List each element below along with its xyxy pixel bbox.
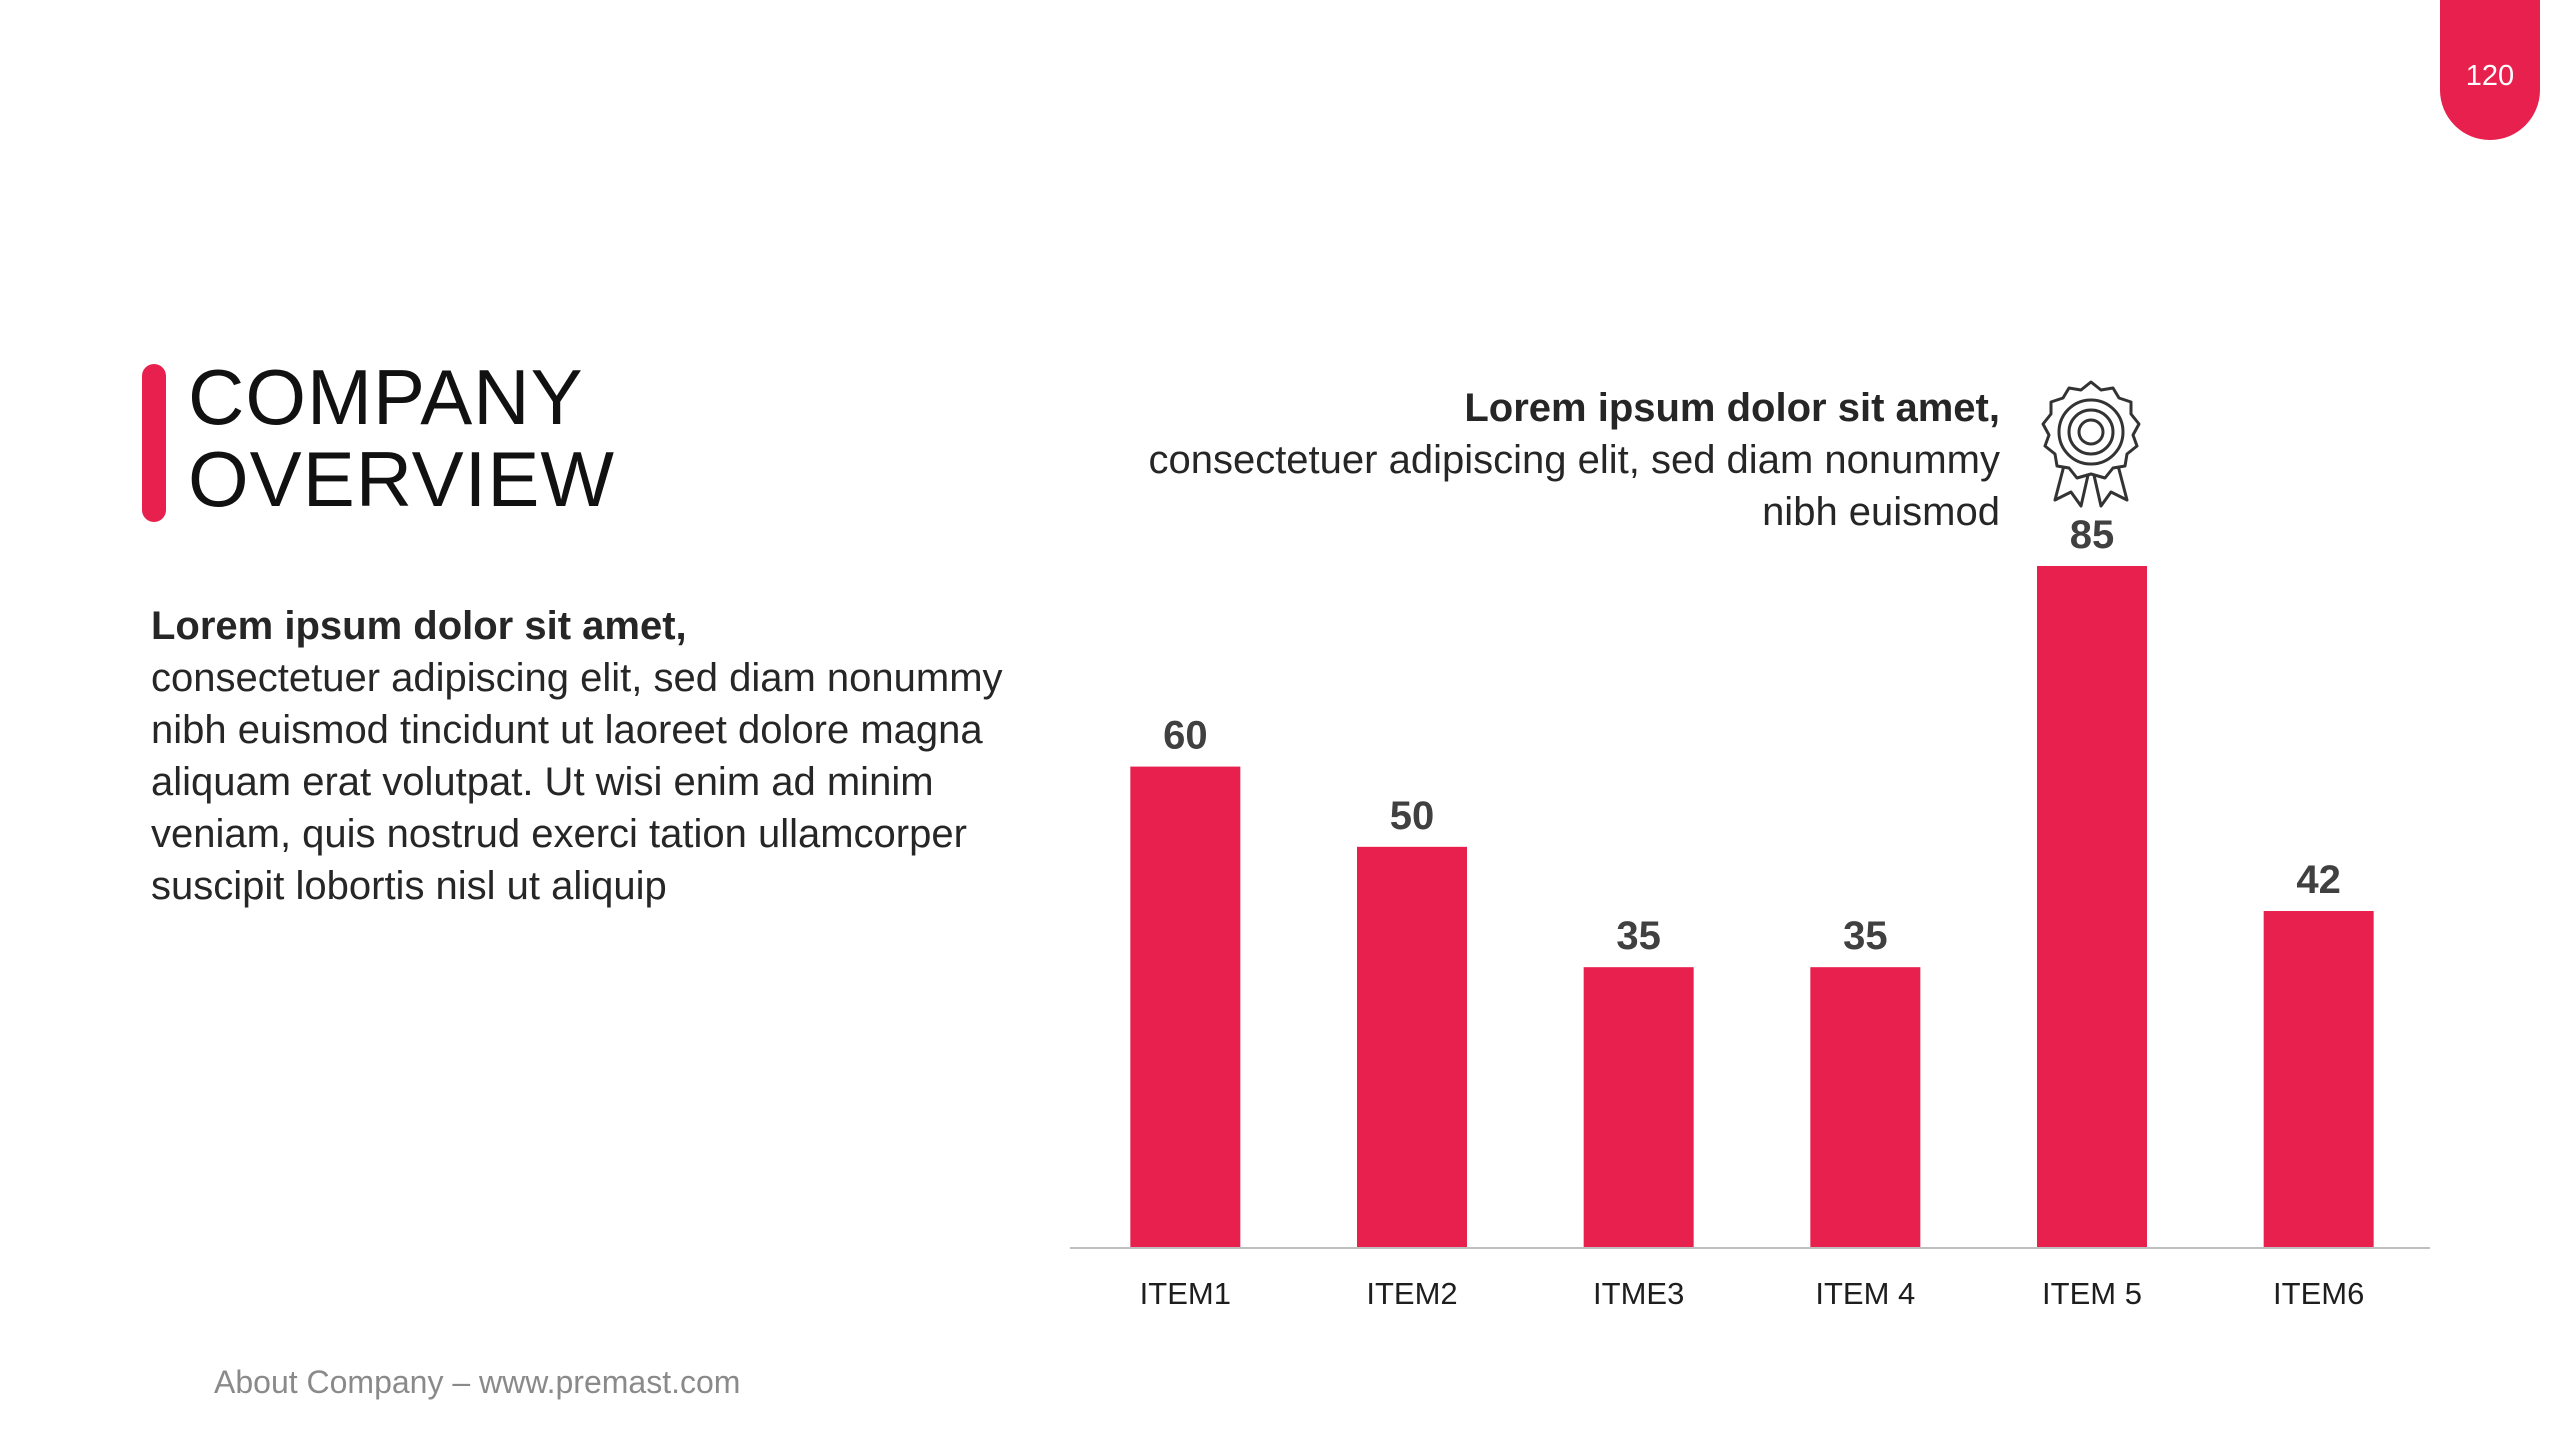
body-text: consectetuer adipiscing elit, sed diam n… (151, 656, 1003, 908)
bar-6 (2263, 911, 2374, 1248)
category-label-1: ITEM1 (1140, 1276, 1231, 1311)
callout-heading: Lorem ipsum dolor sit amet, (1464, 386, 2000, 430)
bar-4 (1810, 967, 1921, 1248)
bar-value-label-4: 35 (1843, 914, 1888, 958)
title-line-2: OVERVIEW (188, 435, 615, 523)
bar-5 (2037, 566, 2147, 1248)
bar-3 (1583, 967, 1694, 1248)
page-number-badge: 120 (2440, 0, 2540, 140)
category-label-3: ITME3 (1593, 1276, 1684, 1311)
body-heading: Lorem ipsum dolor sit amet, (151, 604, 687, 648)
bar-value-label-6: 42 (2296, 858, 2341, 902)
chart-callout: Lorem ipsum dolor sit amet, consectetuer… (1100, 382, 2000, 538)
bar-value-label-5: 85 (2070, 513, 2115, 557)
award-ribbon-icon (2041, 380, 2141, 508)
bar-1 (1130, 766, 1241, 1248)
category-label-6: ITEM6 (2273, 1276, 2364, 1311)
bars-layer: 60 ITEM1 50 ITEM2 35 ITME3 35 ITEM 4 85 ITEM 5 42 I… (1130, 513, 2374, 1311)
body-paragraph: Lorem ipsum dolor sit amet, consectetuer… (151, 600, 1031, 912)
bar-value-label-1: 60 (1163, 714, 1208, 758)
bar-value-label-2: 50 (1390, 794, 1435, 838)
category-label-2: ITEM2 (1366, 1276, 1457, 1311)
title-accent-bar (142, 364, 166, 522)
bar-value-label-3: 35 (1616, 914, 1661, 958)
category-label-5: ITEM 5 (2042, 1276, 2142, 1311)
title-line-1: COMPANY (188, 353, 584, 441)
page-title: COMPANY OVERVIEW (188, 356, 615, 520)
callout-text: consectetuer adipiscing elit, sed diam n… (1148, 438, 2000, 534)
footer-text: About Company – www.premast.com (214, 1364, 741, 1400)
category-label-4: ITEM 4 (1815, 1276, 1915, 1311)
bar-2 (1357, 846, 1467, 1248)
